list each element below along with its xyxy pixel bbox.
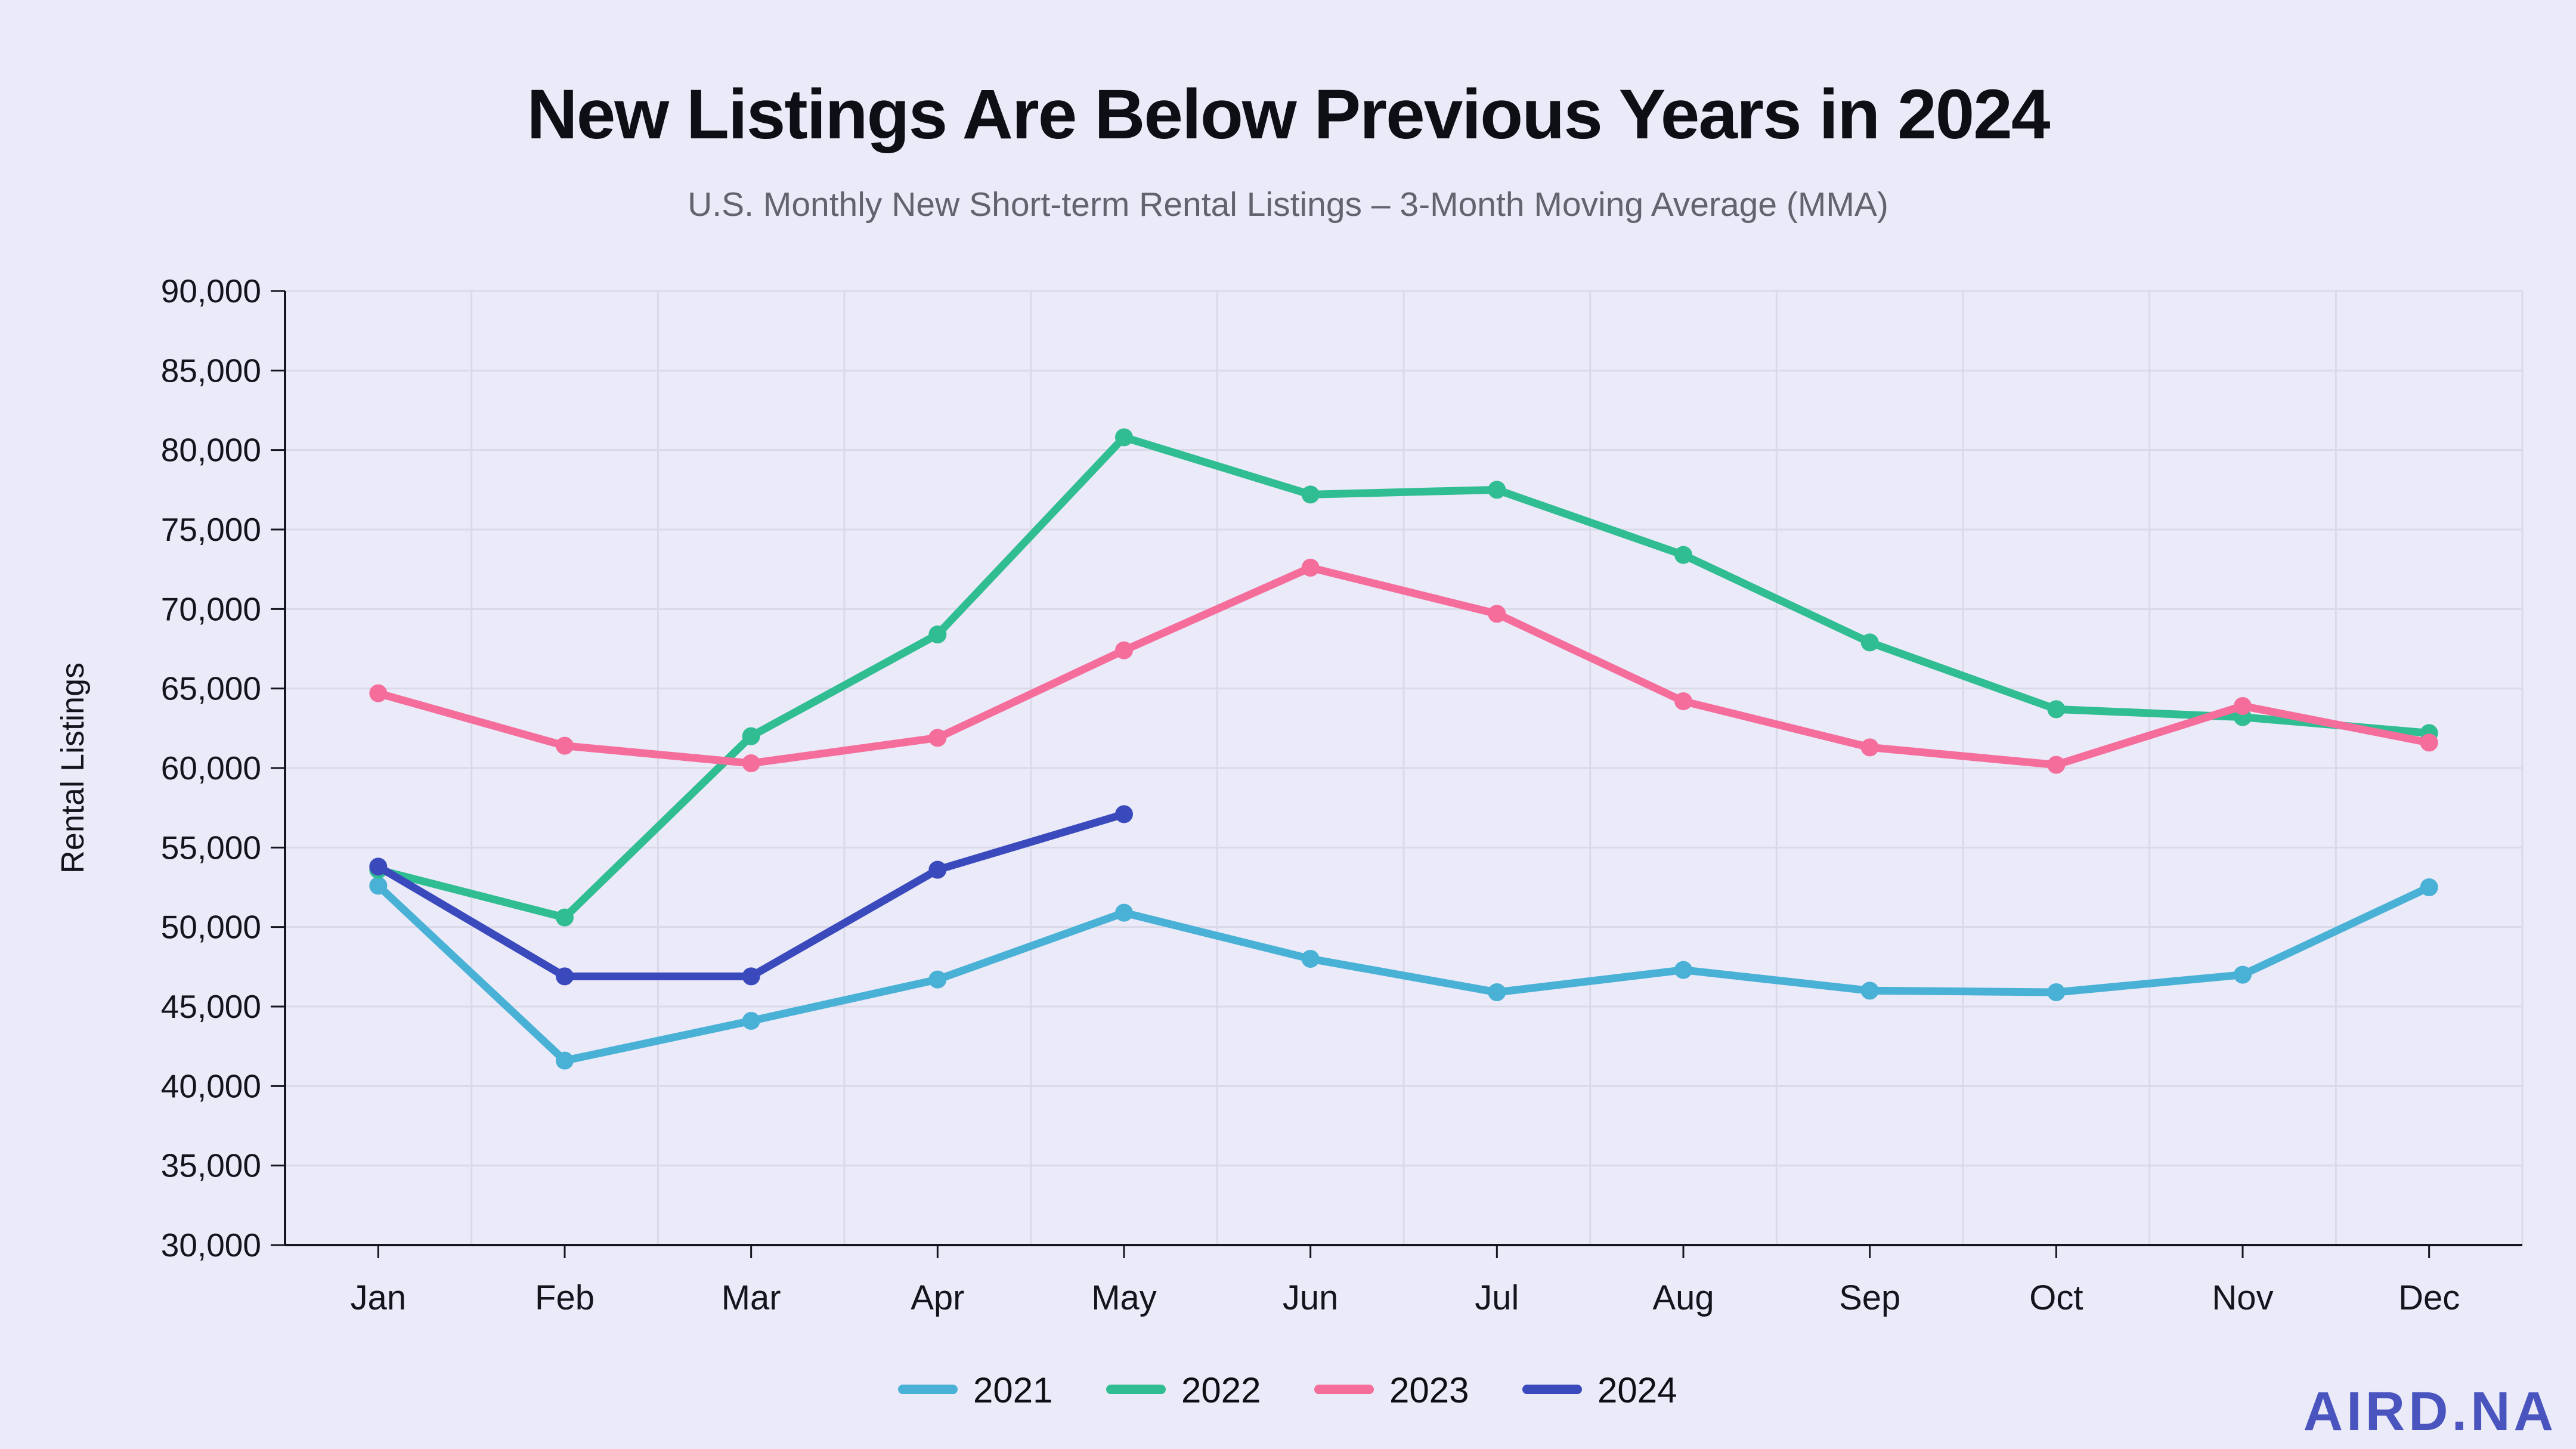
y-axis-ticks: 30,000 35,000 40,000 45,000 50,000 55,000 60,0… [161, 273, 285, 1264]
data-point-2021-May [1115, 903, 1133, 922]
data-point-2023-Oct [2047, 756, 2066, 774]
data-point-2023-Feb [556, 736, 574, 755]
data-point-2022-May [1115, 428, 1133, 447]
y-tick-label: 75,000 [161, 511, 261, 548]
data-point-2023-Mar [742, 754, 760, 772]
chart-title: New Listings Are Below Previous Years in… [527, 75, 2049, 154]
legend-label-2024: 2024 [1597, 1370, 1677, 1410]
y-tick-label: 60,000 [161, 750, 261, 787]
data-point-2022-Apr [928, 626, 947, 643]
y-tick-label: 45,000 [161, 988, 261, 1025]
y-tick-label: 65,000 [161, 670, 261, 707]
month-label: Dec [2398, 1278, 2460, 1317]
month-label: Aug [1652, 1278, 1714, 1317]
data-point-2023-Jul [1488, 605, 1506, 623]
y-axis-title: Rental Listings [55, 662, 91, 874]
y-tick-label: 80,000 [161, 432, 261, 469]
month-label: Mar [722, 1278, 781, 1317]
chart-subtitle: U.S. Monthly New Short-term Rental Listi… [688, 185, 1888, 224]
legend-swatch-2021 [898, 1385, 958, 1394]
y-tick-label: 30,000 [161, 1227, 261, 1264]
series-line-2021 [374, 881, 2433, 1065]
gridlines [285, 290, 2524, 1246]
data-point-2023-Nov [2234, 697, 2252, 715]
month-label: Jun [1283, 1278, 1339, 1317]
data-point-2024-Apr [928, 860, 947, 879]
data-point-2023-Aug [1674, 692, 1692, 710]
data-point-2021-Aug [1674, 961, 1692, 979]
data-point-2022-Oct [2047, 700, 2066, 719]
data-point-2021-Mar [742, 1012, 760, 1030]
data-point-2021-Jan [369, 877, 388, 895]
y-tick-label: 40,000 [161, 1067, 261, 1104]
data-point-2023-Sep [1860, 738, 1879, 757]
data-point-2024-Mar [742, 967, 760, 986]
data-point-2022-Mar [742, 727, 760, 745]
data-point-2022-Sep [1860, 633, 1879, 652]
data-point-2022-Jun [1301, 485, 1320, 504]
x-axis-ticks: Jan Feb Mar Apr May Jun Jul Aug Sep Oct Nov Dec [351, 1245, 2460, 1317]
y-tick-label: 55,000 [161, 829, 261, 866]
month-label: Feb [535, 1278, 595, 1317]
y-tick-label: 50,000 [161, 909, 261, 946]
data-point-2024-Jan [369, 857, 388, 876]
data-point-2022-Aug [1674, 546, 1692, 564]
data-point-2023-Apr [928, 729, 947, 747]
data-point-2021-Feb [556, 1051, 574, 1070]
data-point-2021-Jun [1301, 950, 1320, 968]
legend-swatch-2023 [1314, 1385, 1374, 1394]
data-point-2023-Jun [1301, 559, 1320, 577]
data-point-2021-Apr [928, 970, 947, 989]
legend: 2021 2022 2023 2024 [898, 1370, 1677, 1410]
data-point-2023-May [1115, 641, 1133, 660]
data-point-2021-Sep [1860, 982, 1879, 1000]
month-label: Oct [2029, 1278, 2083, 1317]
month-label: Jan [351, 1278, 407, 1317]
data-point-2024-Feb [556, 967, 574, 986]
month-label: Jul [1475, 1278, 1519, 1317]
month-label: Sep [1839, 1278, 1900, 1317]
data-point-2022-Feb [556, 908, 574, 927]
data-point-2022-Jul [1488, 481, 1506, 499]
data-point-2021-Dec [2420, 878, 2438, 896]
legend-swatch-2024 [1522, 1385, 1582, 1394]
data-point-2024-May [1115, 805, 1133, 823]
month-label: Nov [2212, 1278, 2273, 1317]
y-tick-label: 35,000 [161, 1147, 261, 1184]
y-tick-label: 70,000 [161, 590, 261, 627]
series-lines [369, 428, 2438, 1070]
series-line-2022 [374, 433, 2433, 922]
data-point-2023-Jan [369, 684, 388, 702]
legend-label-2022: 2022 [1181, 1370, 1261, 1410]
y-tick-label: 85,000 [161, 352, 261, 389]
month-label: May [1091, 1278, 1157, 1317]
y-tick-label: 90,000 [161, 273, 261, 309]
data-point-2021-Jul [1488, 983, 1506, 1001]
data-point-2021-Nov [2234, 965, 2252, 984]
month-label: Apr [911, 1278, 964, 1317]
series-line-2023 [374, 564, 2433, 769]
legend-label-2023: 2023 [1389, 1370, 1469, 1410]
legend-swatch-2022 [1106, 1385, 1166, 1394]
data-point-2021-Oct [2047, 983, 2066, 1001]
data-point-2023-Dec [2420, 733, 2438, 752]
legend-label-2021: 2021 [973, 1370, 1052, 1410]
logo-airdna: AIRD.NA [2303, 1381, 2557, 1442]
